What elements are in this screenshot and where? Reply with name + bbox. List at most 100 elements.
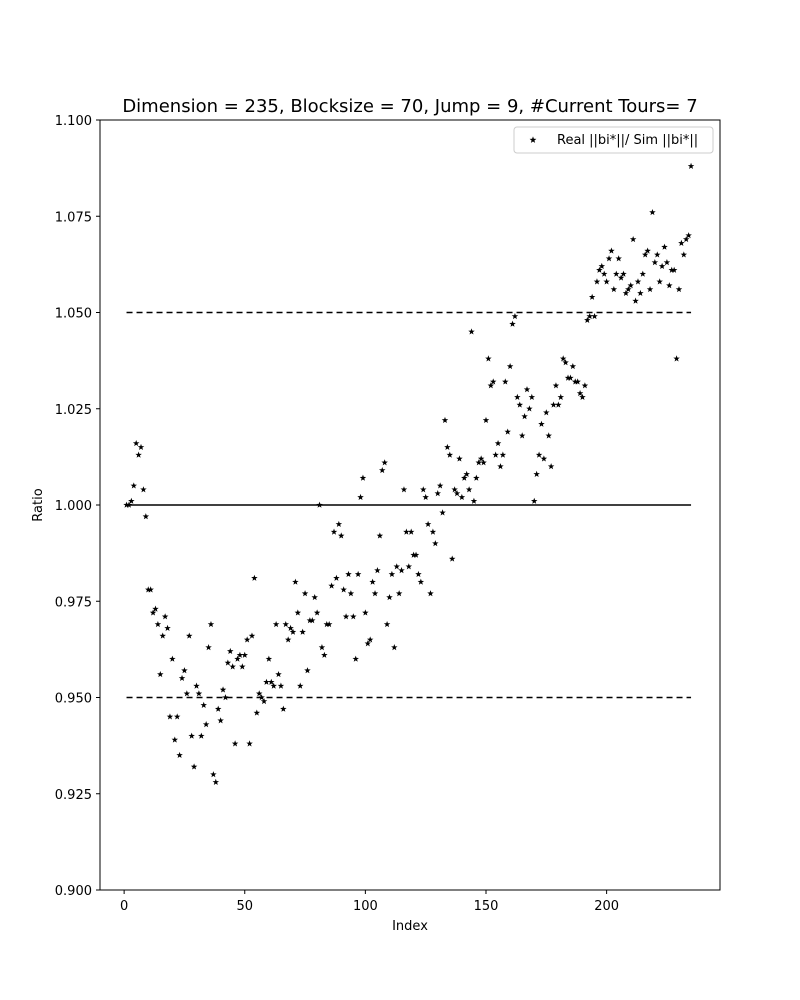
data-point	[516, 401, 523, 408]
data-point	[284, 636, 292, 643]
data-point	[222, 694, 229, 701]
data-point	[292, 578, 299, 585]
data-point	[379, 466, 386, 474]
data-point	[318, 644, 326, 651]
data-point	[161, 613, 169, 620]
data-point	[567, 374, 574, 381]
data-point	[415, 570, 422, 578]
data-point	[287, 624, 294, 631]
data-point	[436, 482, 444, 489]
x-axis-ticks: 0 50 100 150 200	[120, 890, 619, 914]
data-point	[502, 378, 509, 385]
data-point	[224, 659, 232, 666]
data-point	[687, 162, 695, 169]
data-point	[202, 721, 210, 728]
legend-box	[513, 126, 714, 154]
data-point	[596, 266, 603, 273]
data-point	[615, 255, 622, 262]
data-point	[374, 567, 381, 574]
data-point	[169, 655, 176, 662]
data-point	[639, 270, 647, 277]
data-point	[405, 563, 413, 570]
data-point	[335, 520, 343, 527]
data-point	[294, 609, 302, 616]
data-point	[475, 459, 482, 466]
data-point	[400, 486, 408, 493]
data-point	[427, 590, 434, 597]
data-point	[407, 528, 415, 535]
data-point	[207, 620, 215, 628]
data-point	[350, 613, 357, 620]
data-point	[306, 617, 314, 624]
data-point	[511, 312, 519, 320]
data-point	[492, 451, 499, 458]
data-point	[432, 540, 439, 547]
data-point	[383, 620, 391, 628]
data-point	[547, 463, 555, 470]
data-point	[584, 316, 591, 323]
data-point	[446, 451, 454, 458]
data-point	[586, 312, 593, 320]
data-point	[663, 259, 671, 266]
data-point	[354, 570, 362, 578]
data-point	[439, 509, 446, 516]
data-point	[403, 528, 410, 535]
data-point	[668, 266, 675, 273]
data-point	[147, 586, 154, 593]
data-point	[137, 443, 145, 450]
data-point	[193, 682, 200, 689]
data-point	[157, 671, 164, 678]
data-point	[441, 416, 449, 424]
data-point	[627, 282, 634, 289]
data-point	[316, 501, 323, 508]
data-point	[128, 497, 135, 504]
data-point	[526, 405, 533, 412]
data-point	[398, 567, 405, 574]
data-point	[173, 713, 181, 720]
data-point	[490, 378, 497, 385]
data-point	[559, 355, 567, 362]
data-point	[538, 420, 545, 427]
data-point	[605, 255, 613, 262]
data-point	[499, 451, 507, 458]
data-point	[535, 451, 543, 458]
data-point	[509, 320, 516, 327]
data-point	[328, 582, 335, 589]
data-point	[236, 651, 244, 658]
data-point	[540, 455, 548, 462]
data-point	[210, 771, 217, 778]
data-point	[321, 651, 328, 658]
data-point	[603, 278, 610, 285]
data-point	[258, 694, 265, 701]
data-point	[159, 632, 166, 639]
data-point	[234, 655, 241, 662]
data-point	[591, 312, 598, 320]
data-point	[125, 501, 133, 508]
data-point	[347, 590, 355, 597]
data-point	[369, 578, 376, 585]
data-point	[444, 443, 451, 450]
data-point	[518, 432, 526, 439]
data-point	[229, 663, 236, 670]
data-point	[477, 455, 485, 462]
y-tick-label: 0.950	[55, 692, 92, 707]
y-tick-label: 1.025	[55, 403, 92, 418]
data-point	[217, 717, 224, 724]
data-point	[598, 262, 606, 270]
data-point	[251, 574, 258, 581]
data-point	[572, 378, 579, 385]
data-point	[417, 578, 425, 585]
x-axis-label: Index	[392, 919, 428, 934]
data-point	[504, 428, 511, 435]
data-point	[470, 497, 478, 504]
data-point	[557, 393, 565, 400]
data-point	[345, 570, 352, 578]
x-tick-label: 100	[353, 899, 378, 914]
data-point	[562, 359, 569, 366]
data-point	[275, 671, 282, 678]
data-point	[323, 620, 330, 628]
data-point	[458, 493, 466, 501]
data-point	[325, 620, 333, 628]
y-tick-label: 0.975	[55, 595, 92, 610]
legend-entry-label: Real ||bi*||/ Sim ||bi*||	[557, 133, 698, 148]
